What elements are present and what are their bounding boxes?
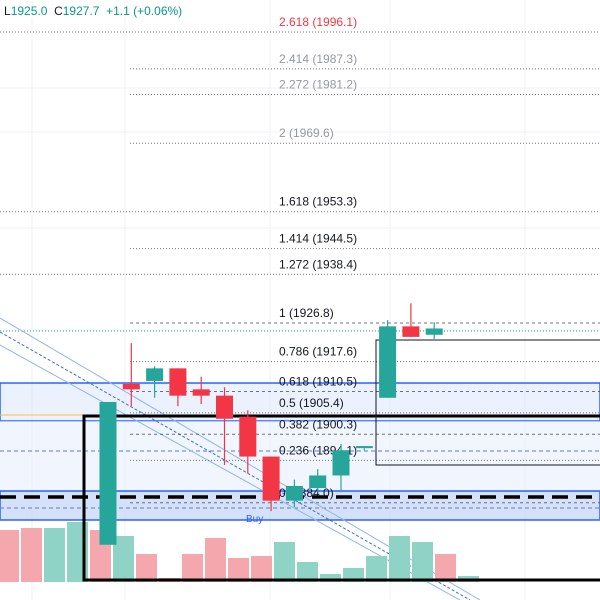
candle-body[interactable] [239,416,257,457]
fib-level-label: 0.5 (1905.4) [279,396,344,410]
candle-body[interactable] [146,368,164,381]
low-key: L [4,4,11,18]
candle-body[interactable] [332,450,350,476]
volume-bar [113,536,134,582]
volume-bar [435,554,456,582]
fib-level-label: 0.786 (1917.6) [279,345,357,359]
fib-level-label: 1 (1926.8) [279,306,334,320]
volume-bar [21,528,42,582]
fib-level-label: 2.414 (1987.3) [279,52,357,66]
fib-level-label: 1.272 (1938.4) [279,257,357,271]
fib-level-label: 0.382 (1900.3) [279,417,357,431]
fib-level-label: 1.618 (1953.3) [279,195,357,209]
range-box-right[interactable] [375,339,600,466]
candle-body[interactable] [425,328,443,335]
volume-bar [297,562,318,582]
change-value: +1.1 (+0.06%) [106,4,183,18]
candle-body[interactable] [285,485,303,501]
candle-body[interactable] [402,326,420,337]
volume-bar [228,558,249,582]
candle-body[interactable] [379,326,397,398]
volume-bar [274,542,295,582]
volume-bar [251,556,272,582]
volume-bar [182,554,203,582]
candle-body[interactable] [262,456,280,501]
volume-bar [366,556,387,582]
volume-bar [44,528,65,582]
volume-bar [412,542,433,582]
volume-bar [0,530,19,582]
candle-body[interactable] [355,446,373,449]
candle-body[interactable] [216,395,233,419]
close-key: C [54,4,63,18]
fib-level-label: 2 (1969.6) [279,126,334,140]
close-value: 1927.7 [62,4,100,18]
buy-marker: Buy [246,514,263,525]
volume-bar [320,574,341,582]
ohlc-legend: L1925.0 C1927.7 +1.1 (+0.06%) [2,4,185,18]
volume-bar [136,554,157,582]
candle-body[interactable] [309,475,327,489]
fib-level-label: 2.618 (1996.1) [279,15,357,29]
candle-body[interactable] [122,383,140,390]
volume-bars [0,522,479,582]
candle-body[interactable] [192,389,210,396]
volume-bar [205,538,226,582]
low-value: 1925.0 [10,4,48,18]
candle-body[interactable] [99,401,117,545]
candlesticks[interactable] [99,303,443,545]
candle-body[interactable] [169,368,187,396]
fib-level-label: 0.618 (1910.5) [279,374,357,388]
fib-level-label: 1.414 (1944.5) [279,232,357,246]
fib-level-label: 2.272 (1981.2) [279,78,357,92]
volume-bar [389,536,410,582]
